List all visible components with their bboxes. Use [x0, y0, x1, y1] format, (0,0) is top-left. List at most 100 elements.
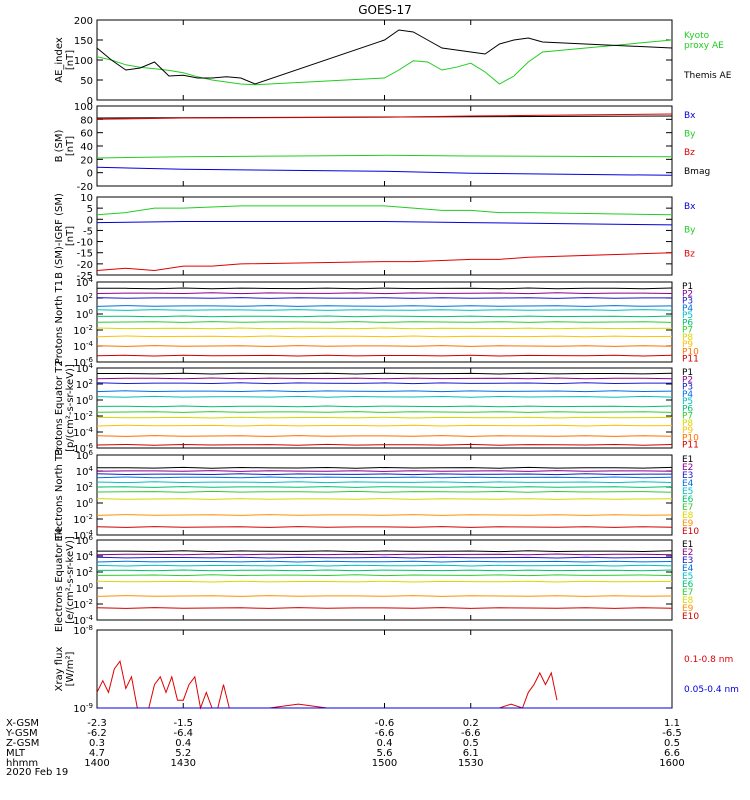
y-tick-label: 100 [76, 394, 93, 407]
x-axis-value: 1600 [659, 758, 684, 769]
channel-line [96, 435, 673, 437]
channel-line [97, 287, 673, 290]
x-axis-value: 1530 [458, 758, 483, 769]
y-axis-label: Protons North T1 [54, 280, 65, 364]
y-tick-label: 100 [76, 308, 93, 321]
legend-item: 0.05-0.4 nm [684, 685, 739, 695]
y-tick-label: -20 [77, 260, 93, 271]
legend-item: Bx [684, 202, 696, 212]
y-tick-label: -10 [77, 238, 93, 249]
y-tick-label: 80 [80, 115, 93, 126]
x-axis-value: 0.5 [664, 738, 680, 749]
legend-item: P9 [682, 340, 693, 350]
panel-frame [96, 196, 673, 276]
y-tick-label: 10-6 [73, 356, 93, 369]
legend-item: E4 [682, 479, 694, 489]
x-axis-value: 1500 [372, 758, 397, 769]
y-tick-label: 104 [76, 276, 94, 289]
channel-line [96, 486, 673, 488]
legend-item: P1 [682, 368, 693, 378]
y-tick-label: 10-2 [73, 513, 93, 526]
channel-line [96, 335, 673, 338]
y-axis-label: B (SM)-IGRF (SM) [54, 193, 65, 279]
legend-item: E1 [682, 455, 693, 465]
legend-item: P7 [682, 326, 693, 336]
x-axis-value: 0.2 [463, 718, 479, 729]
y-tick-label: 10-6 [73, 442, 93, 455]
y-tick-label: 102 [76, 292, 93, 305]
channel-line [96, 526, 673, 528]
x-axis-value: -6.5 [662, 728, 682, 739]
legend-item: P6 [682, 404, 693, 414]
channel-line [96, 574, 673, 577]
y-axis-label: B (SM) [54, 129, 65, 162]
y-tick-label: -20 [77, 182, 93, 193]
y-tick-label: 40 [80, 142, 93, 153]
legend-item: E9 [682, 519, 694, 529]
legend-item: P11 [682, 355, 699, 365]
panel-8 [96, 629, 673, 710]
panel-frame [96, 19, 673, 101]
legend-item: P4 [682, 304, 693, 314]
channel-line [97, 466, 673, 469]
y-tick-label: 102 [76, 481, 93, 494]
series-line [96, 221, 673, 226]
x-axis-value: 5.2 [175, 748, 191, 759]
channel-line [96, 580, 673, 583]
legend-item: proxy AE [684, 41, 724, 51]
y-axis-label: Protons Equator T2 [54, 360, 65, 456]
legend-item: E5 [682, 487, 693, 497]
channel-line [96, 405, 673, 408]
series-line [96, 113, 673, 120]
legend-item: E6 [682, 580, 694, 590]
x-axis-value: -6.6 [461, 728, 481, 739]
y-axis-label: AE_index [54, 37, 65, 83]
panel-4 [96, 281, 673, 363]
channel-line [96, 595, 673, 597]
channel-line [96, 514, 673, 516]
channel-line [96, 560, 673, 563]
channel-line [96, 305, 673, 307]
x-axis-row-label: hhmm [6, 758, 38, 769]
legend-item: E3 [682, 556, 693, 566]
channel-line [96, 309, 673, 311]
legend-item: E10 [682, 527, 699, 537]
y-axis-unit: [e/(cm²-s-sr-keV)] [65, 536, 76, 624]
y-tick-label: 104 [76, 465, 94, 478]
legend-item: Bz [684, 148, 695, 158]
channel-line [96, 607, 673, 609]
x-axis-value: 1430 [171, 758, 196, 769]
y-axis-unit: [W/m²] [65, 651, 76, 686]
panel-3 [96, 196, 673, 276]
y-tick-label: 100 [74, 56, 93, 67]
y-tick-label: 0 [87, 215, 93, 226]
date-label: 2020 Feb 19 [6, 767, 68, 778]
y-tick-label: 10-4 [73, 614, 93, 627]
channel-line [96, 297, 672, 299]
panel-7 [96, 539, 673, 621]
x-axis-row-label: MLT [6, 748, 26, 759]
legend-item: E8 [682, 511, 694, 521]
channel-line [96, 476, 673, 479]
channel-line [96, 292, 673, 295]
x-axis-value: 0.3 [89, 738, 105, 749]
channel-line [96, 354, 673, 357]
channel-line [96, 377, 673, 380]
y-tick-label: 106 [76, 534, 94, 547]
legend-item: P1 [682, 282, 693, 292]
x-axis-value: -2.3 [87, 718, 107, 729]
y-tick-label: 10-4 [73, 426, 93, 439]
channel-line [96, 315, 673, 318]
channel-line [97, 550, 673, 553]
legend-item: E5 [682, 572, 693, 582]
y-tick-label: 10-2 [73, 598, 93, 611]
channel-line [96, 382, 672, 385]
legend-item: E1 [682, 540, 693, 550]
legend-item: P3 [682, 383, 693, 393]
y-axis-unit: [nT] [65, 50, 76, 70]
legend-item: P10 [682, 433, 699, 443]
x-axis-value: -1.5 [173, 718, 193, 729]
y-tick-label: 10-4 [73, 340, 93, 353]
legend-item: E2 [682, 463, 693, 473]
